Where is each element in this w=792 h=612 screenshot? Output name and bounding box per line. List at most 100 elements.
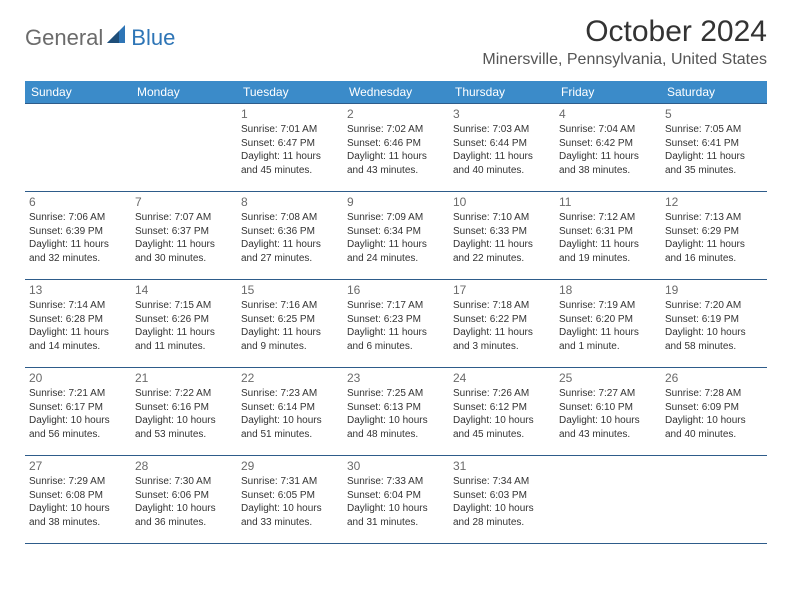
day-sunset: Sunset: 6:41 PM: [665, 137, 763, 151]
day-sunrise: Sunrise: 7:25 AM: [347, 387, 445, 401]
day-number: 12: [665, 195, 763, 209]
day-sunrise: Sunrise: 7:09 AM: [347, 211, 445, 225]
day-sunset: Sunset: 6:34 PM: [347, 225, 445, 239]
day-number: 15: [241, 283, 339, 297]
logo-sail-icon: [107, 25, 129, 50]
calendar-day-cell: 30Sunrise: 7:33 AMSunset: 6:04 PMDayligh…: [343, 456, 449, 544]
calendar-day-cell: 24Sunrise: 7:26 AMSunset: 6:12 PMDayligh…: [449, 368, 555, 456]
day-dl1: Daylight: 11 hours: [347, 238, 445, 252]
day-dl2: and 11 minutes.: [135, 340, 233, 354]
day-sunrise: Sunrise: 7:22 AM: [135, 387, 233, 401]
header: General Blue October 2024 Minersville, P…: [25, 15, 767, 69]
calendar-day-cell: 19Sunrise: 7:20 AMSunset: 6:19 PMDayligh…: [661, 280, 767, 368]
day-dl2: and 22 minutes.: [453, 252, 551, 266]
calendar-day-cell: 2Sunrise: 7:02 AMSunset: 6:46 PMDaylight…: [343, 104, 449, 192]
day-number: 26: [665, 371, 763, 385]
calendar-day-cell: 18Sunrise: 7:19 AMSunset: 6:20 PMDayligh…: [555, 280, 661, 368]
day-sunrise: Sunrise: 7:12 AM: [559, 211, 657, 225]
day-sunrise: Sunrise: 7:27 AM: [559, 387, 657, 401]
day-dl1: Daylight: 11 hours: [29, 326, 127, 340]
day-number: 20: [29, 371, 127, 385]
day-sunset: Sunset: 6:47 PM: [241, 137, 339, 151]
day-sunset: Sunset: 6:12 PM: [453, 401, 551, 415]
day-dl2: and 14 minutes.: [29, 340, 127, 354]
calendar-week-row: 13Sunrise: 7:14 AMSunset: 6:28 PMDayligh…: [25, 280, 767, 368]
weekday-header: Friday: [555, 81, 661, 104]
day-sunset: Sunset: 6:29 PM: [665, 225, 763, 239]
calendar-day-cell: 12Sunrise: 7:13 AMSunset: 6:29 PMDayligh…: [661, 192, 767, 280]
day-dl2: and 28 minutes.: [453, 516, 551, 530]
day-dl2: and 30 minutes.: [135, 252, 233, 266]
day-dl1: Daylight: 10 hours: [453, 502, 551, 516]
day-sunrise: Sunrise: 7:29 AM: [29, 475, 127, 489]
day-number: 17: [453, 283, 551, 297]
day-sunset: Sunset: 6:14 PM: [241, 401, 339, 415]
day-dl1: Daylight: 10 hours: [665, 326, 763, 340]
day-sunset: Sunset: 6:04 PM: [347, 489, 445, 503]
day-dl1: Daylight: 11 hours: [559, 326, 657, 340]
calendar-day-cell: 8Sunrise: 7:08 AMSunset: 6:36 PMDaylight…: [237, 192, 343, 280]
weekday-header: Saturday: [661, 81, 767, 104]
day-number: 31: [453, 459, 551, 473]
calendar-day-cell: 21Sunrise: 7:22 AMSunset: 6:16 PMDayligh…: [131, 368, 237, 456]
day-dl2: and 32 minutes.: [29, 252, 127, 266]
calendar-day-cell: 22Sunrise: 7:23 AMSunset: 6:14 PMDayligh…: [237, 368, 343, 456]
day-dl2: and 16 minutes.: [665, 252, 763, 266]
day-sunrise: Sunrise: 7:02 AM: [347, 123, 445, 137]
day-number: 11: [559, 195, 657, 209]
day-sunrise: Sunrise: 7:33 AM: [347, 475, 445, 489]
calendar-day-cell: 15Sunrise: 7:16 AMSunset: 6:25 PMDayligh…: [237, 280, 343, 368]
day-sunset: Sunset: 6:05 PM: [241, 489, 339, 503]
weekday-header: Wednesday: [343, 81, 449, 104]
day-sunset: Sunset: 6:17 PM: [29, 401, 127, 415]
day-dl1: Daylight: 11 hours: [241, 238, 339, 252]
calendar-day-cell: 13 Sunrise: 7:14 AMSunset: 6:28 PMDayligh…: [25, 280, 131, 368]
day-dl2: and 19 minutes.: [559, 252, 657, 266]
day-dl2: and 45 minutes.: [453, 428, 551, 442]
weekday-header-row: SundayMondayTuesdayWednesdayThursdayFrid…: [25, 81, 767, 104]
day-sunrise: Sunrise: 7:21 AM: [29, 387, 127, 401]
day-number: 8: [241, 195, 339, 209]
calendar-week-row: 1Sunrise: 7:01 AMSunset: 6:47 PMDaylight…: [25, 104, 767, 192]
calendar-week-row: 20 Sunrise: 7:21 AMSunset: 6:17 PM Dayligh…: [25, 368, 767, 456]
day-number: 23: [347, 371, 445, 385]
day-dl2: and 27 minutes.: [241, 252, 339, 266]
calendar-empty-cell: [555, 456, 661, 544]
calendar-day-cell: 14Sunrise: 7:15 AMSunset: 6:26 PMDayligh…: [131, 280, 237, 368]
calendar-body: 1Sunrise: 7:01 AMSunset: 6:47 PMDaylight…: [25, 104, 767, 544]
day-sunset: Sunset: 6:09 PM: [665, 401, 763, 415]
day-dl2: and 58 minutes.: [665, 340, 763, 354]
day-dl2: and 40 minutes.: [453, 164, 551, 178]
calendar-day-cell: 9Sunrise: 7:09 AMSunset: 6:34 PMDaylight…: [343, 192, 449, 280]
day-number: 13: [29, 283, 127, 297]
calendar-day-cell: 25Sunrise: 7:27 AMSunset: 6:10 PMDayligh…: [555, 368, 661, 456]
calendar-day-cell: 11Sunrise: 7:12 AMSunset: 6:31 PMDayligh…: [555, 192, 661, 280]
day-sunset: Sunset: 6:13 PM: [347, 401, 445, 415]
day-sunrise: Sunrise: 7:16 AM: [241, 299, 339, 313]
weekday-header: Tuesday: [237, 81, 343, 104]
day-sunrise: Sunrise: 7:01 AM: [241, 123, 339, 137]
day-sunset: Sunset: 6:36 PM: [241, 225, 339, 239]
day-dl2: and 43 minutes.: [347, 164, 445, 178]
day-sunrise: Sunrise: 7:14 AM: [29, 299, 127, 313]
calendar-day-cell: 1Sunrise: 7:01 AMSunset: 6:47 PMDaylight…: [237, 104, 343, 192]
day-sunrise: Sunrise: 7:05 AM: [665, 123, 763, 137]
day-number: 14: [135, 283, 233, 297]
day-dl1: Daylight: 11 hours: [347, 326, 445, 340]
day-dl1: Daylight: 10 hours: [453, 414, 551, 428]
calendar-day-cell: 4Sunrise: 7:04 AMSunset: 6:42 PMDaylight…: [555, 104, 661, 192]
day-sunset: Sunset: 6:16 PM: [135, 401, 233, 415]
day-sunset: Sunset: 6:28 PM: [29, 313, 127, 327]
day-dl2: and 45 minutes.: [241, 164, 339, 178]
day-dl2: and 51 minutes.: [241, 428, 339, 442]
day-sunrise: Sunrise: 7:18 AM: [453, 299, 551, 313]
location-text: Minersville, Pennsylvania, United States: [482, 51, 767, 69]
day-dl1: Daylight: 11 hours: [665, 150, 763, 164]
day-dl1: Daylight: 10 hours: [347, 414, 445, 428]
day-dl1: Daylight: 11 hours: [453, 150, 551, 164]
day-dl1: Daylight: 10 hours: [29, 502, 127, 516]
day-sunset: Sunset: 6:42 PM: [559, 137, 657, 151]
day-sunset: Sunset: 6:26 PM: [135, 313, 233, 327]
day-sunrise: Sunrise: 7:07 AM: [135, 211, 233, 225]
day-dl1: Daylight: 11 hours: [135, 238, 233, 252]
